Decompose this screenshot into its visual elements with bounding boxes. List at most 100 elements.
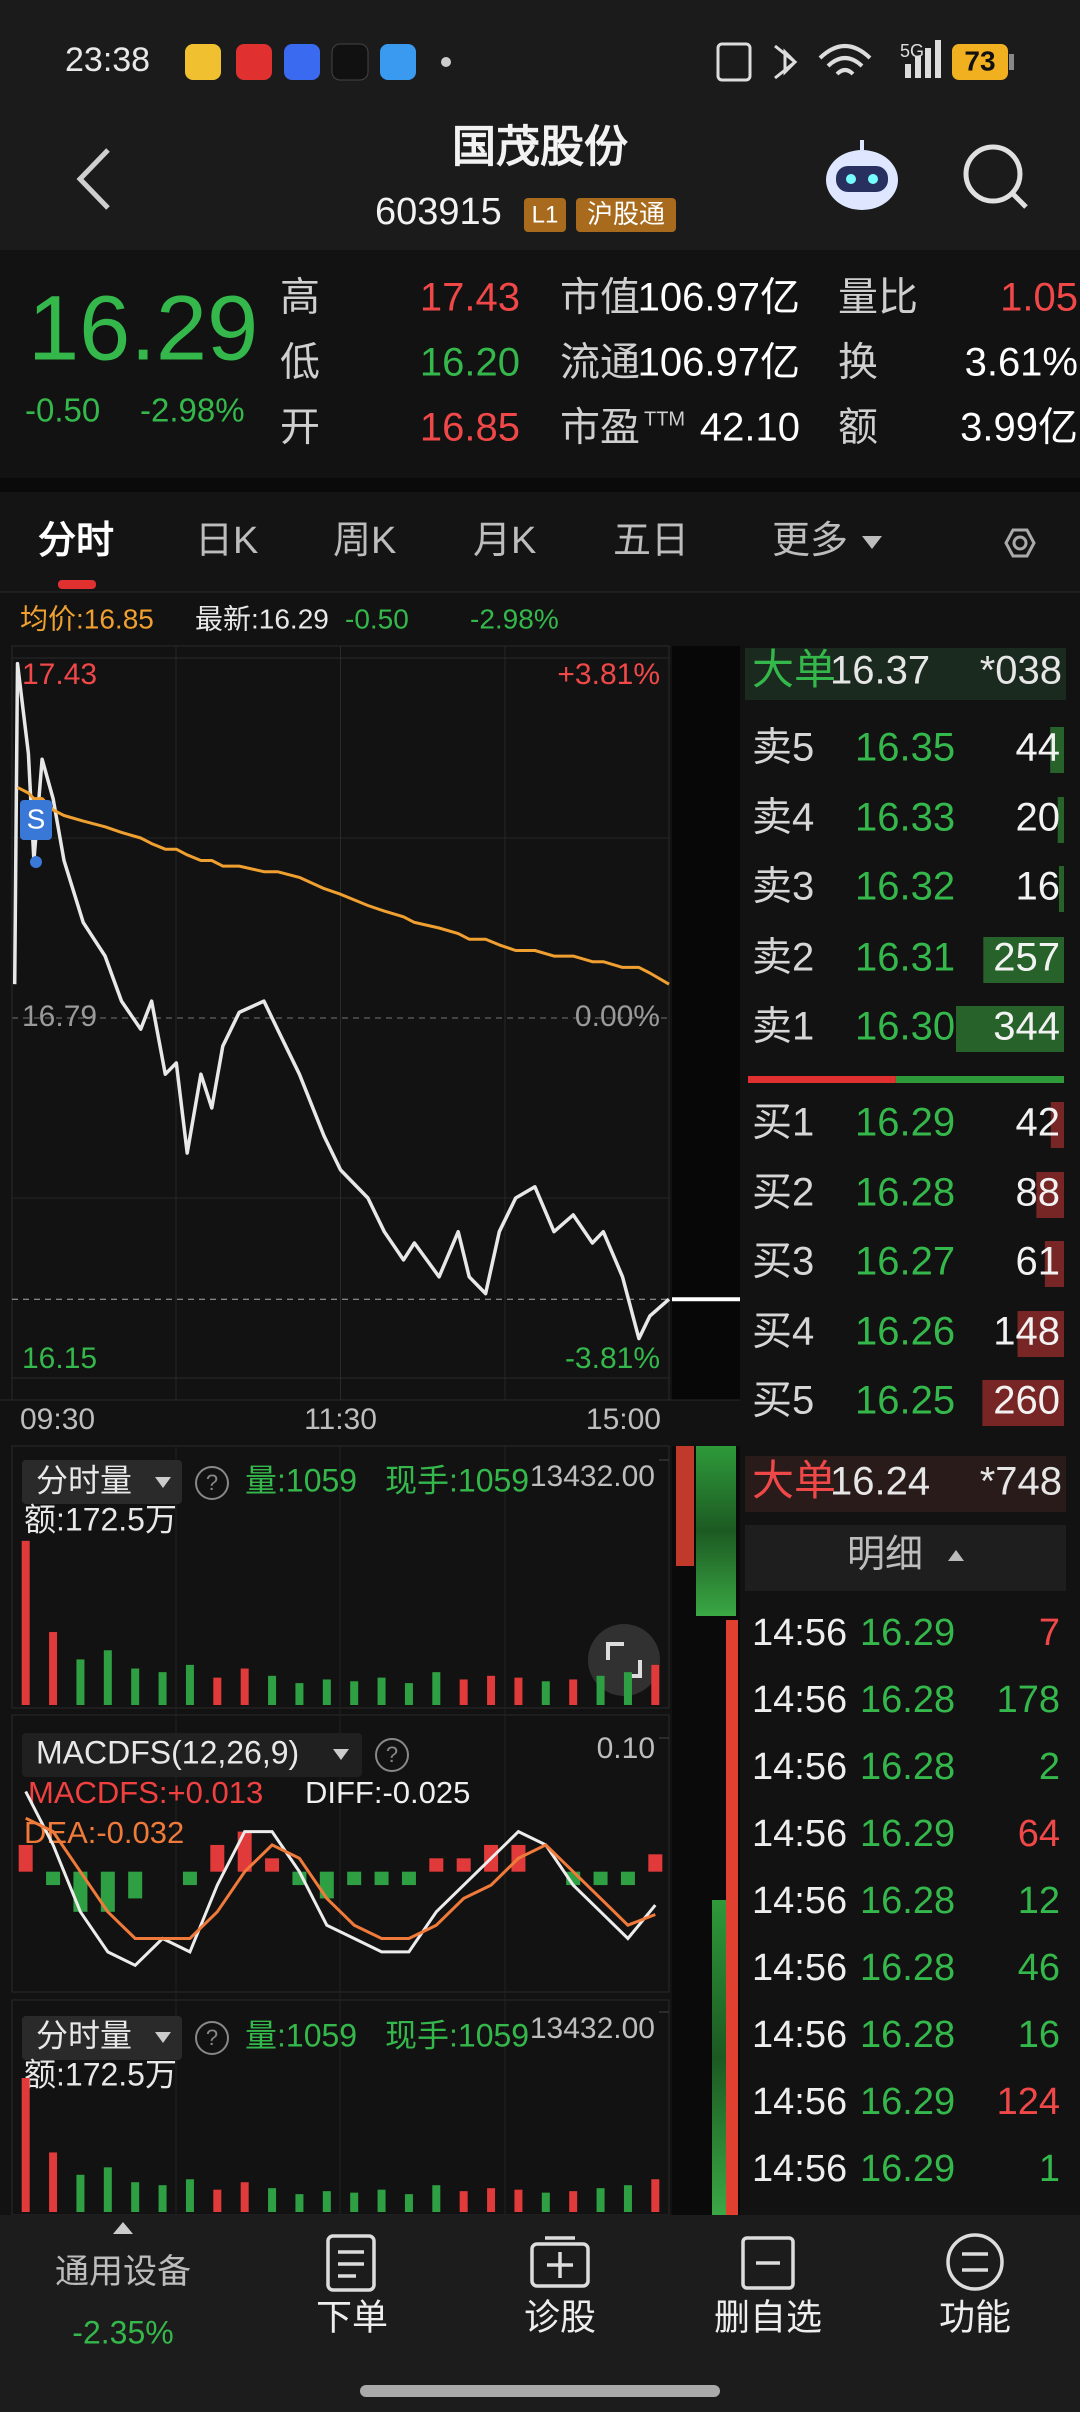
caret xyxy=(155,2032,171,2043)
book-volume: 344 xyxy=(993,1005,1060,1049)
nav-item[interactable]: 删自选 xyxy=(714,2297,822,2338)
battery-tip xyxy=(1009,54,1014,70)
detail-time: 14:56 xyxy=(752,2081,847,2123)
book-price: 16.26 xyxy=(855,1310,955,1354)
macd-line xyxy=(25,1816,656,1940)
detail-volume: 64 xyxy=(1018,1813,1060,1855)
tab[interactable]: 分时 xyxy=(38,520,114,562)
tabs-bg xyxy=(0,492,1080,592)
book-label: 买2 xyxy=(752,1171,814,1215)
expand-caret[interactable] xyxy=(113,2222,133,2234)
tab[interactable]: 五日 xyxy=(613,520,689,562)
selector-bg[interactable] xyxy=(22,2016,182,2060)
macd-value: MACDFS:+0.013 xyxy=(28,1775,263,1810)
battery xyxy=(952,44,1008,80)
detail-price: 16.28 xyxy=(860,1679,955,1721)
quote-value: 3.99亿 xyxy=(960,406,1078,450)
volume-bar xyxy=(49,2152,58,2212)
book-price: 16.29 xyxy=(855,1101,955,1145)
nav-item[interactable]: 下单 xyxy=(316,2297,388,2338)
nav-item[interactable]: 诊股 xyxy=(524,2297,596,2338)
book-price: 16.33 xyxy=(855,796,955,840)
ask-bar xyxy=(956,1006,1064,1052)
search-button[interactable] xyxy=(963,144,1028,209)
y-tick-label: 13432.00 xyxy=(530,1460,655,1493)
help-icon[interactable] xyxy=(195,1466,229,1500)
bid-ratio xyxy=(748,1076,896,1083)
quote-label: 量比 xyxy=(838,276,918,320)
home-indicator[interactable] xyxy=(360,2385,720,2397)
book-price: 16.31 xyxy=(855,936,955,980)
selector-bg[interactable] xyxy=(22,1460,182,1504)
quote-label: 流通 xyxy=(560,341,640,385)
book-volume: 16 xyxy=(1016,865,1061,909)
volume-selector[interactable]: 分时量 xyxy=(36,1462,132,1498)
details-header-bg[interactable] xyxy=(745,1525,1066,1591)
detail-price: 16.28 xyxy=(860,1880,955,1922)
assistant-button[interactable] xyxy=(826,140,898,210)
tab-indicator xyxy=(58,580,96,589)
strip-deco xyxy=(696,1446,736,1616)
tab[interactable]: 日K xyxy=(195,520,258,562)
quote-label: 市值 xyxy=(560,276,640,320)
bt-icon xyxy=(774,44,798,80)
volume-bar xyxy=(21,1540,30,1705)
signal xyxy=(905,64,911,78)
y2-tick-label: +3.81% xyxy=(557,658,660,691)
macd-selector[interactable]: MACDFS(12,26,9) xyxy=(36,1734,299,1770)
ask-bar xyxy=(1058,866,1064,912)
detail-volume: 7 xyxy=(1039,1612,1060,1654)
tab[interactable]: 周K xyxy=(333,520,396,562)
tab[interactable]: 月K xyxy=(473,520,536,562)
volume-bar xyxy=(322,1679,331,1705)
volume-selector[interactable]: 分时量 xyxy=(36,2017,132,2053)
y-tick-label: 16.15 xyxy=(22,1342,97,1375)
detail-time: 14:56 xyxy=(752,1813,847,1855)
macd-line xyxy=(24,1790,657,1968)
volume-bar xyxy=(596,1675,605,1705)
quote-label: 高 xyxy=(280,276,320,320)
settings-button[interactable] xyxy=(1004,528,1036,558)
big-order-bg xyxy=(745,648,1066,700)
detail-price: 16.28 xyxy=(860,1746,955,1788)
help-icon[interactable] xyxy=(375,1738,409,1772)
quote-label: 市盈 xyxy=(560,406,640,450)
caret xyxy=(155,1477,171,1488)
y-tick-label: 16.79 xyxy=(22,1000,97,1033)
detail-price: 16.28 xyxy=(860,2014,955,2056)
sector-change: -2.35% xyxy=(72,2314,173,2350)
big-order-price: 16.37 xyxy=(830,649,930,693)
volume-bar xyxy=(268,2188,277,2212)
stock-code: 603915 xyxy=(375,191,502,233)
back-button[interactable] xyxy=(76,148,110,210)
sector-name[interactable]: 通用设备 xyxy=(55,2253,191,2291)
macd-bar xyxy=(182,1871,197,1886)
detail-time: 14:56 xyxy=(752,1746,847,1788)
app-icon xyxy=(185,44,221,80)
bottom-nav xyxy=(0,2215,1080,2412)
selector-bg[interactable] xyxy=(22,1733,362,1777)
volume-bar xyxy=(131,2182,140,2212)
volume-bar xyxy=(404,1683,413,1705)
book-volume: 20 xyxy=(1016,796,1061,840)
book-label: 卖5 xyxy=(752,726,814,770)
book-label: 卖2 xyxy=(752,936,814,980)
volume-bar xyxy=(651,1664,660,1705)
volume-bars xyxy=(21,2077,660,2212)
detail-time: 14:56 xyxy=(752,2148,847,2190)
big-order-price: 16.24 xyxy=(830,1460,930,1504)
app-icon xyxy=(331,43,369,81)
macd-bar xyxy=(648,1854,663,1872)
quote-value: 17.43 xyxy=(420,276,520,320)
nav-item[interactable]: 功能 xyxy=(939,2297,1011,2338)
macd-bar xyxy=(429,1858,444,1872)
volume-bar xyxy=(268,1675,277,1705)
help-mark: ? xyxy=(206,2025,218,2050)
volume-bar xyxy=(541,1681,550,1705)
macd-bar xyxy=(128,1871,143,1899)
volume-bar xyxy=(487,1675,496,1705)
app-icon xyxy=(380,44,416,80)
book-volume: 88 xyxy=(1016,1171,1061,1215)
help-icon[interactable] xyxy=(195,2021,229,2055)
tab[interactable]: 更多 xyxy=(772,520,848,562)
